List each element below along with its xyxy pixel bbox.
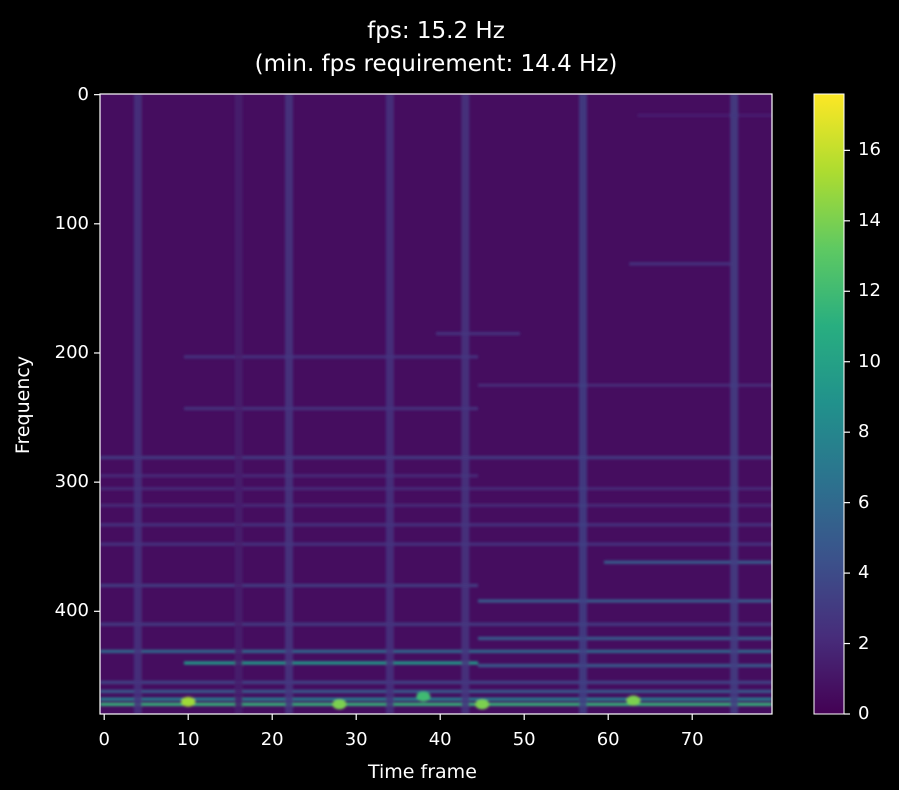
spectral-line [100, 456, 772, 460]
chart-subtitle: (min. fps requirement: 14.4 Hz) [254, 51, 618, 77]
spectral-line [184, 355, 478, 359]
heatmap-cells [100, 94, 772, 714]
x-tick-label: 30 [344, 729, 368, 750]
x-axis-label: Time frame [368, 761, 477, 783]
colorbar-tick-label: 10 [858, 350, 881, 372]
x-tick-label: 60 [596, 729, 620, 750]
colorbar-tick-label: 16 [858, 139, 881, 161]
y-tick-label: 100 [54, 212, 89, 234]
hot-spot [626, 695, 641, 706]
transient-band [285, 94, 293, 714]
x-tick-label: 50 [512, 729, 536, 750]
spectral-line [436, 332, 520, 336]
transient-band [234, 94, 243, 714]
colorbar-tick-label: 2 [858, 632, 870, 654]
spectral-line [478, 663, 772, 668]
x-tick-label: 10 [176, 729, 200, 750]
colorbar-ticks [844, 149, 850, 715]
spectral-line [100, 689, 772, 693]
spectral-line [184, 406, 478, 411]
spectral-line [100, 649, 772, 653]
spectral-line [100, 523, 772, 527]
transient-band [461, 94, 470, 714]
y-tick-label: 300 [54, 471, 89, 493]
spectral-line [604, 560, 772, 564]
hot-spot [416, 691, 431, 702]
hot-spot [332, 699, 347, 710]
colorbar-tick-label: 14 [858, 209, 881, 231]
colorbar-tick-label: 0 [858, 703, 870, 724]
y-tick-label: 0 [77, 83, 89, 105]
spectral-line [629, 262, 730, 266]
transient-band [133, 94, 142, 714]
x-tick-label: 20 [260, 729, 284, 750]
y-tick-label: 200 [54, 341, 89, 363]
spectral-line [100, 487, 772, 491]
transient-band [730, 94, 739, 714]
colorbar-tick-label: 6 [858, 491, 870, 513]
x-tick-label: 0 [98, 729, 110, 750]
y-axis-label: Frequency [12, 355, 34, 455]
transient-band [579, 94, 587, 714]
spectral-line [100, 542, 772, 546]
spectral-line [184, 661, 478, 665]
spectral-line [478, 636, 772, 641]
colorbar-tick-label: 4 [858, 562, 870, 584]
spectral-line [478, 599, 772, 603]
spectral-line [100, 702, 772, 706]
hot-spot [181, 696, 196, 707]
spectral-line [478, 383, 772, 387]
transient-band [385, 94, 394, 714]
colorbar-tick-label: 12 [858, 280, 881, 302]
colorbar-tick-label: 8 [858, 421, 870, 443]
x-tick-label: 70 [680, 729, 704, 750]
chart-title: fps: 15.2 Hz [367, 18, 505, 44]
spectral-line [100, 680, 772, 684]
spectral-line [100, 622, 772, 626]
plot-frame [99, 93, 773, 715]
y-tick-label: 400 [54, 600, 89, 622]
y-axis-ticks [94, 94, 100, 612]
colorbar [813, 93, 845, 715]
heatmap-background [100, 94, 772, 714]
spectral-line [637, 113, 772, 117]
hot-spot [475, 699, 490, 710]
spectral-line [100, 697, 772, 701]
spectral-line [100, 503, 772, 507]
x-axis-ticks [103, 714, 693, 720]
x-tick-label: 40 [428, 729, 452, 750]
